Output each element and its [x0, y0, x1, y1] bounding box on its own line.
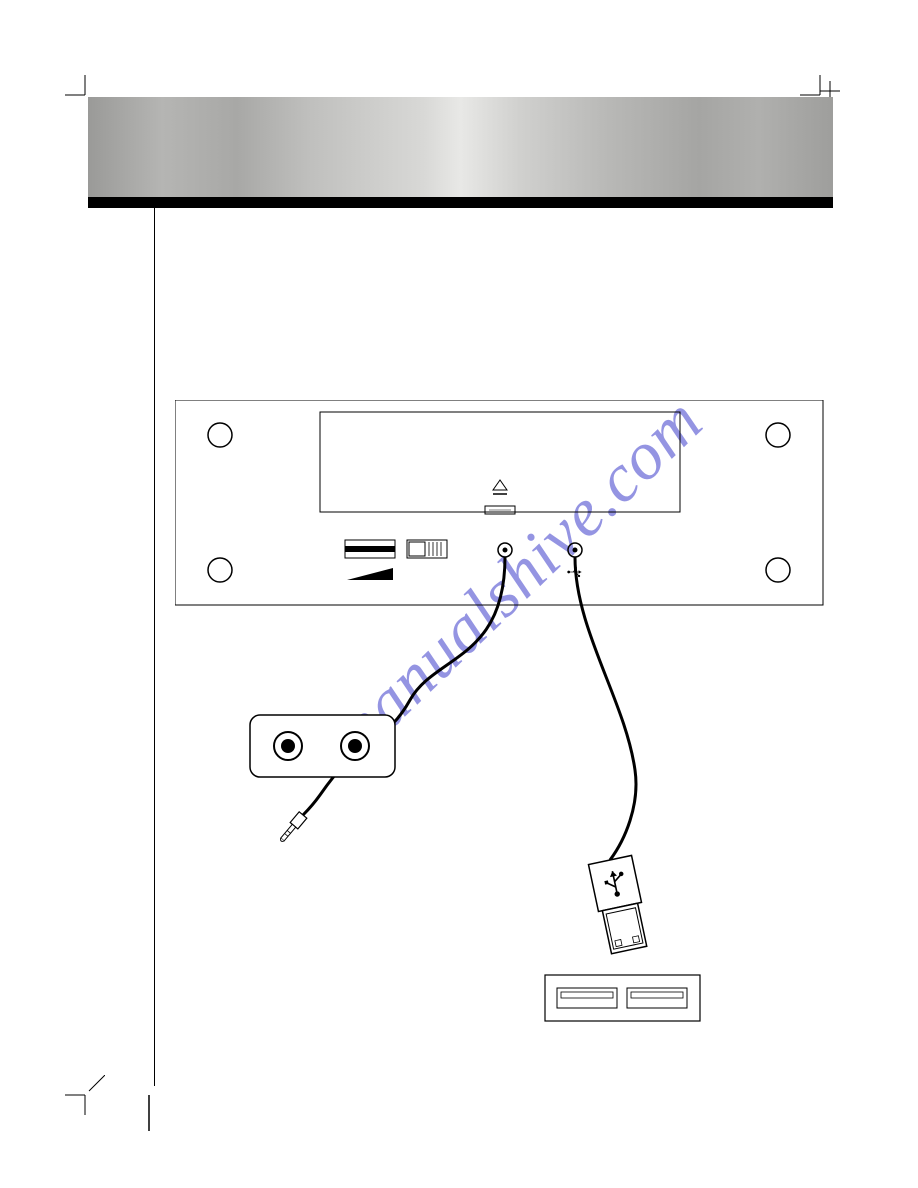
sound-output-panel: [250, 715, 395, 777]
usb-hub-panel: [545, 975, 700, 1021]
usb-plug-icon: [588, 855, 650, 954]
content-left-rule: [154, 208, 155, 1086]
foot-icon: [766, 558, 790, 582]
audio-plug-icon: [277, 812, 307, 844]
volume-dial: [345, 540, 395, 580]
power-switch: [407, 540, 447, 558]
speaker-body: [175, 400, 823, 605]
audio-in-jack: [498, 543, 512, 557]
page: manualshive.com: [0, 0, 918, 1188]
foot-icon: [208, 423, 232, 447]
dock-well: [320, 412, 680, 512]
foot-icon: [208, 558, 232, 582]
foot-icon: [766, 423, 790, 447]
header-banner: [88, 97, 833, 197]
crop-mark-bl2: [140, 1095, 160, 1131]
crop-mark-bl: [65, 1075, 105, 1115]
eject-icon: [493, 480, 507, 494]
usb-cable: [575, 557, 636, 860]
connection-diagram: [175, 400, 825, 1060]
header-stripe: [88, 197, 833, 208]
